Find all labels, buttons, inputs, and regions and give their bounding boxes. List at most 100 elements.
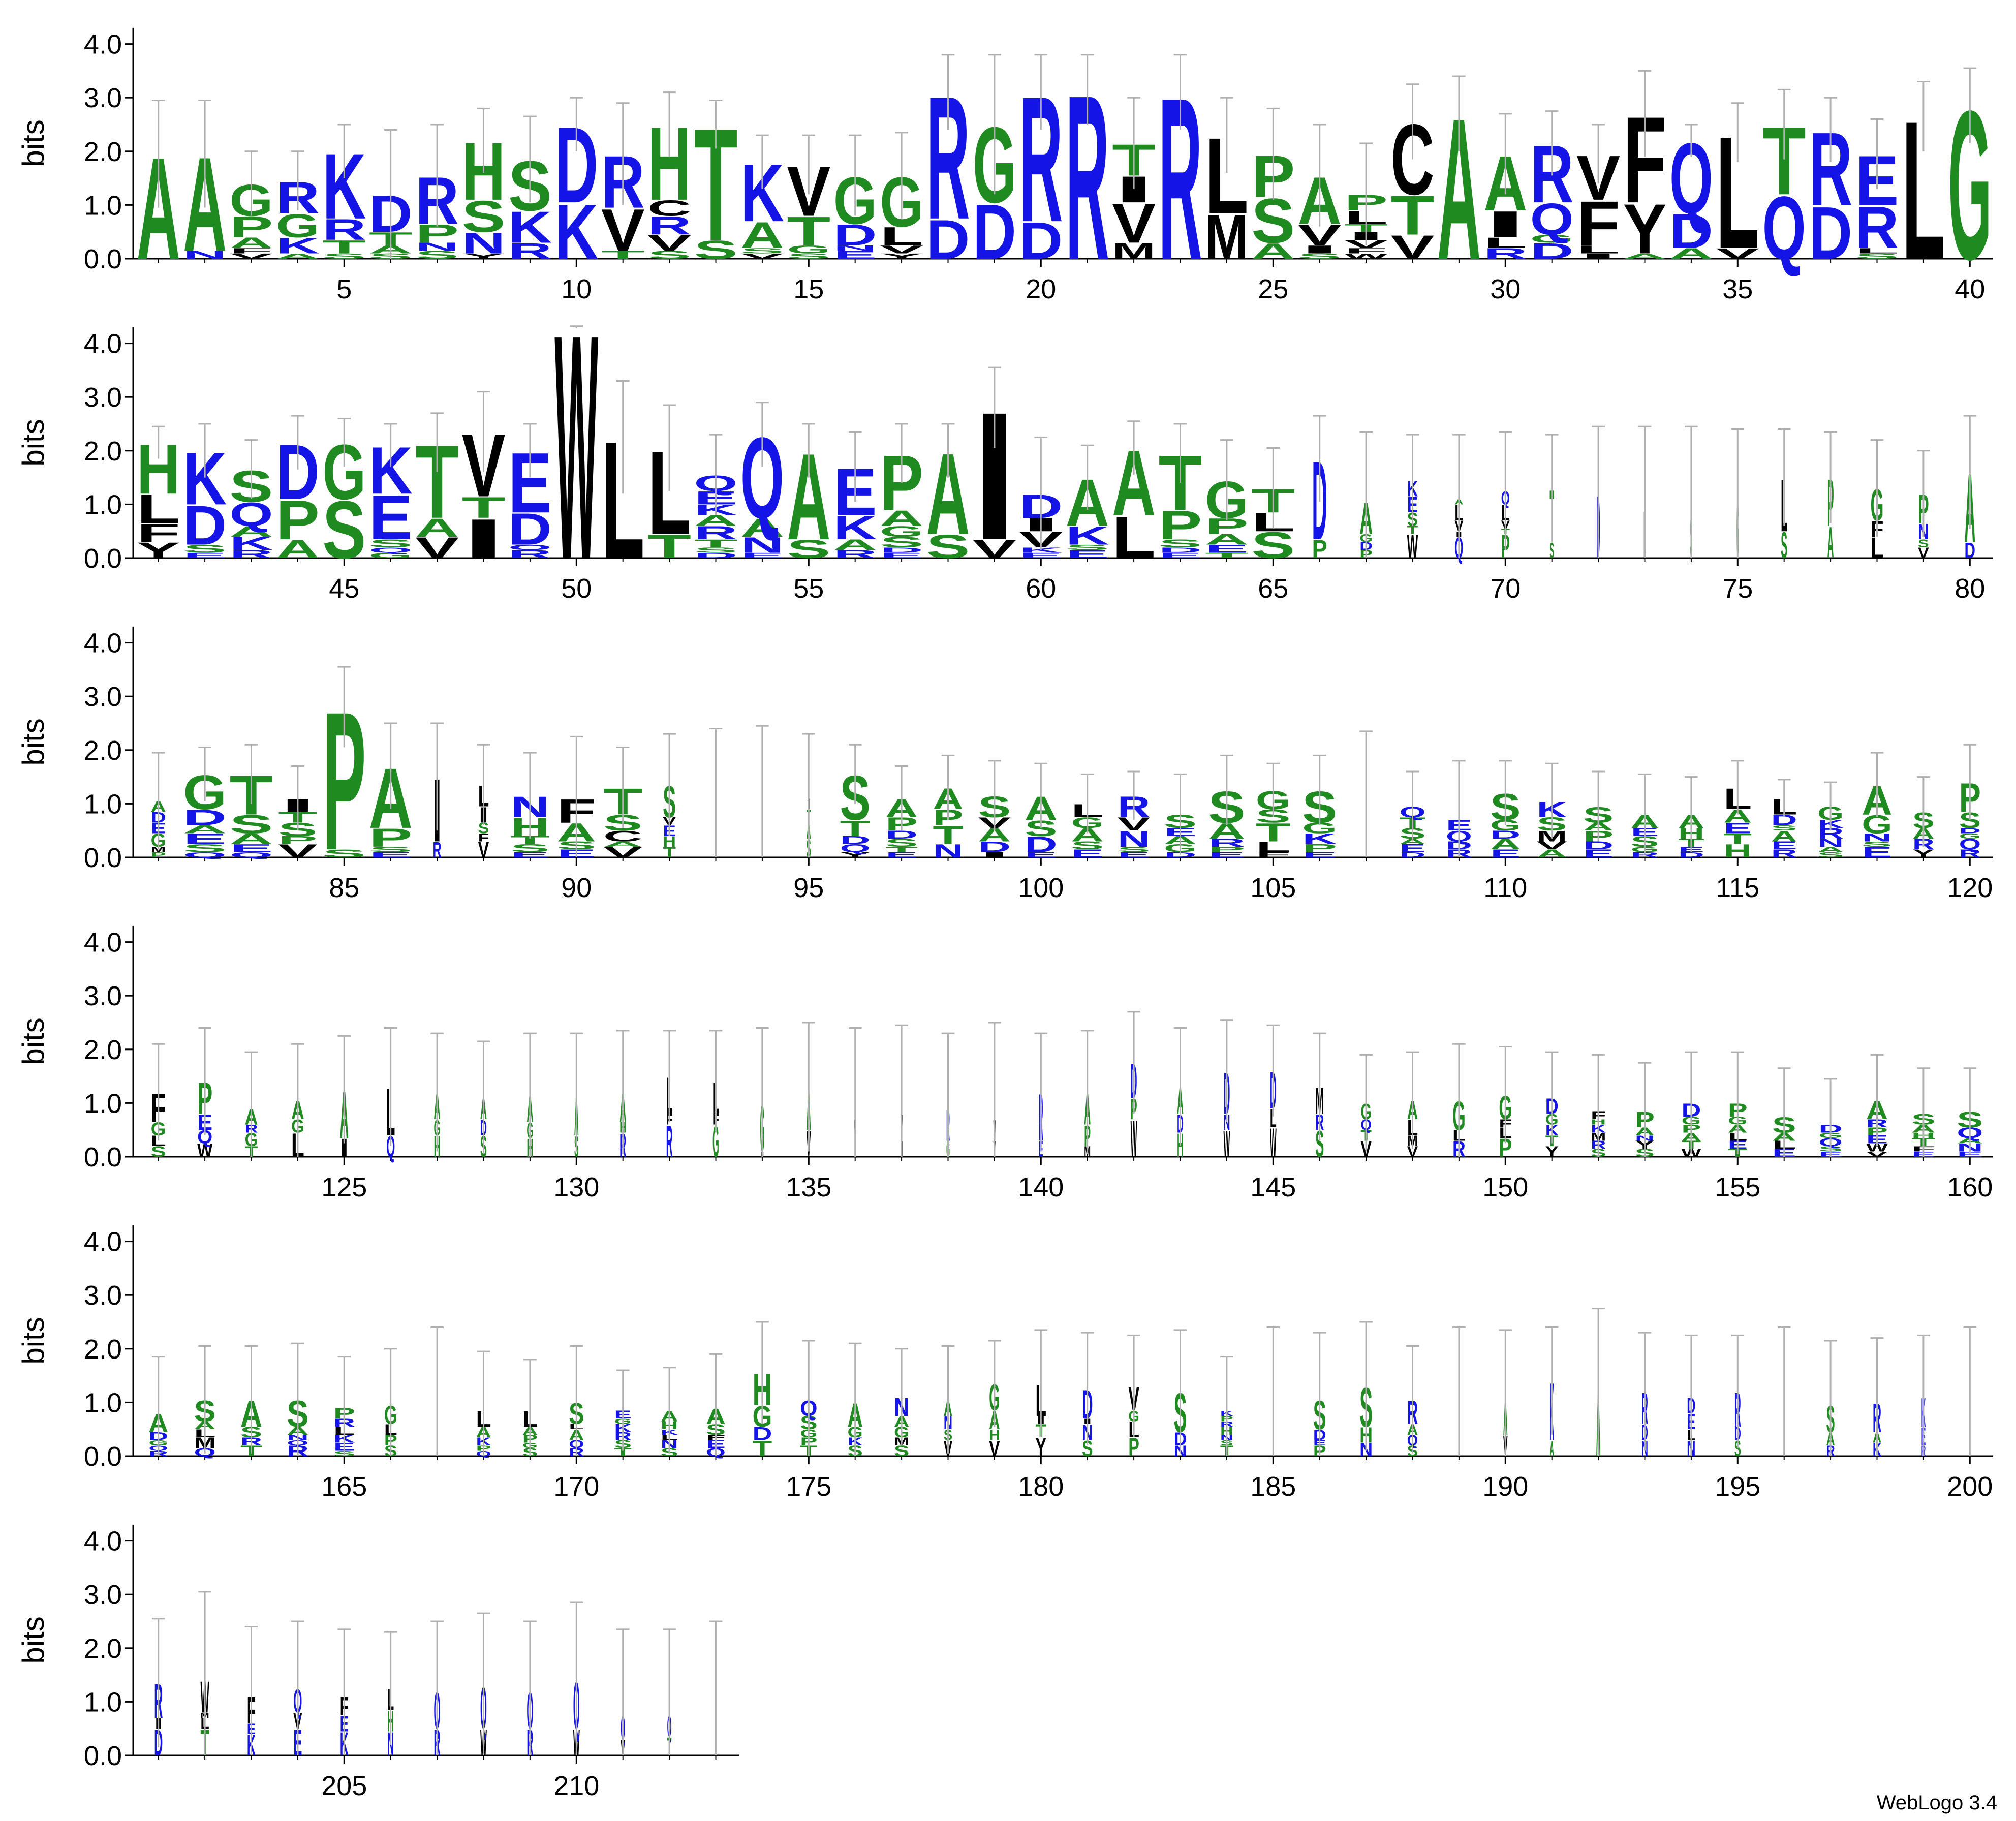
letter: M: [151, 845, 166, 853]
y-tick-label: 4.0: [84, 1526, 122, 1557]
stack: W: [554, 268, 599, 626]
letter: A: [1400, 837, 1426, 845]
letter: I: [1483, 204, 1527, 245]
letter: A: [880, 506, 923, 531]
letter: A: [1205, 531, 1249, 548]
letter: M: [1205, 201, 1249, 272]
letter: D: [833, 219, 877, 252]
letter: L: [1270, 1103, 1277, 1132]
letter: S: [926, 528, 970, 565]
letter: R: [666, 1117, 673, 1166]
y-tick-label: 4.0: [84, 928, 122, 958]
letter: D: [1159, 546, 1202, 554]
y-tick-label: 3.0: [84, 682, 122, 712]
letter: S: [462, 192, 506, 241]
letter: D: [880, 546, 923, 554]
letter: E: [1400, 842, 1426, 855]
letter: P: [1208, 845, 1245, 853]
letter: T: [322, 236, 366, 257]
letter: F: [230, 246, 273, 255]
letter: V: [1112, 193, 1156, 255]
x-tick-label: 200: [1947, 1471, 1993, 1502]
stack: WLD: [1270, 1062, 1277, 1166]
letter: A: [1817, 845, 1844, 853]
letter: D: [885, 828, 918, 841]
y-tick-label: 0.0: [84, 843, 122, 873]
letter: A: [183, 823, 227, 836]
y-tick-label: 4.0: [84, 628, 122, 659]
letter: S: [1118, 845, 1150, 853]
letter: S: [415, 249, 459, 261]
x-tick-label: 205: [321, 1771, 367, 1801]
stack: VFSIL: [478, 780, 489, 862]
letter: S: [694, 235, 738, 264]
letter: E: [1025, 851, 1057, 859]
letter: C: [647, 196, 691, 221]
letter: D: [1530, 239, 1574, 264]
letter: C: [603, 828, 642, 845]
letter: Q: [1762, 178, 1806, 278]
letter: D: [1669, 204, 1713, 258]
letter: A: [740, 214, 784, 256]
letter: S: [1862, 840, 1892, 848]
y-tick-label: 3.0: [84, 981, 122, 1011]
x-tick-label: 55: [793, 573, 824, 604]
letter: V: [603, 844, 642, 860]
x-tick-label: 65: [1258, 573, 1288, 604]
letter: A: [230, 523, 273, 540]
letter: Y: [1912, 847, 1934, 860]
x-tick-label: 120: [1947, 873, 1993, 903]
y-tick-label: 1.0: [84, 1088, 122, 1119]
letter: L: [880, 222, 923, 251]
letter: S: [1734, 1436, 1741, 1461]
letter: P: [369, 823, 413, 852]
y-tick-label: 0.0: [84, 1441, 122, 1472]
letter: G: [880, 523, 923, 540]
letter: P: [1159, 503, 1202, 548]
letter: V: [880, 243, 923, 256]
x-tick-label: 25: [1258, 274, 1288, 304]
letter: T: [601, 249, 645, 261]
letter: F: [478, 831, 489, 844]
letter: K: [276, 233, 320, 258]
letter: D: [1490, 828, 1521, 841]
letter: E: [833, 249, 877, 261]
letter: A: [1623, 252, 1667, 260]
x-tick-label: 30: [1490, 274, 1521, 304]
x-tick-label: 125: [321, 1172, 367, 1202]
letter: S: [1071, 839, 1103, 852]
letter: E: [885, 851, 918, 859]
letter: A: [1771, 828, 1797, 845]
x-tick-label: 60: [1026, 573, 1056, 604]
letter: Y: [840, 851, 871, 859]
letter: S: [183, 543, 227, 555]
y-tick-label: 4.0: [84, 329, 122, 359]
letter: T: [885, 845, 918, 853]
stack: SG: [322, 428, 366, 576]
x-tick-label: 140: [1018, 1172, 1064, 1202]
letter: V: [278, 841, 317, 861]
letter: S: [1771, 824, 1797, 832]
letter: S: [183, 842, 227, 855]
letter: R: [833, 548, 877, 561]
x-tick-label: 85: [329, 873, 359, 903]
x-tick-label: 115: [1716, 873, 1759, 903]
letter: E: [183, 830, 227, 847]
letter: A: [1490, 836, 1521, 852]
x-tick-label: 95: [793, 873, 824, 903]
x-tick-label: 15: [793, 274, 824, 304]
letter: V: [1866, 1150, 1888, 1158]
x-tick-label: 105: [1250, 873, 1296, 903]
letter: R: [508, 548, 552, 561]
letter: F: [1576, 188, 1620, 259]
letter: W: [197, 1140, 212, 1161]
x-tick-label: 185: [1250, 1471, 1296, 1502]
letter: N: [1223, 1110, 1230, 1135]
y-tick-label: 4.0: [84, 1227, 122, 1257]
letter: T: [933, 820, 963, 849]
letter: S: [1159, 537, 1202, 550]
letter: Q: [508, 543, 552, 551]
letter: H: [1723, 841, 1752, 861]
letter: W: [1223, 1123, 1230, 1165]
